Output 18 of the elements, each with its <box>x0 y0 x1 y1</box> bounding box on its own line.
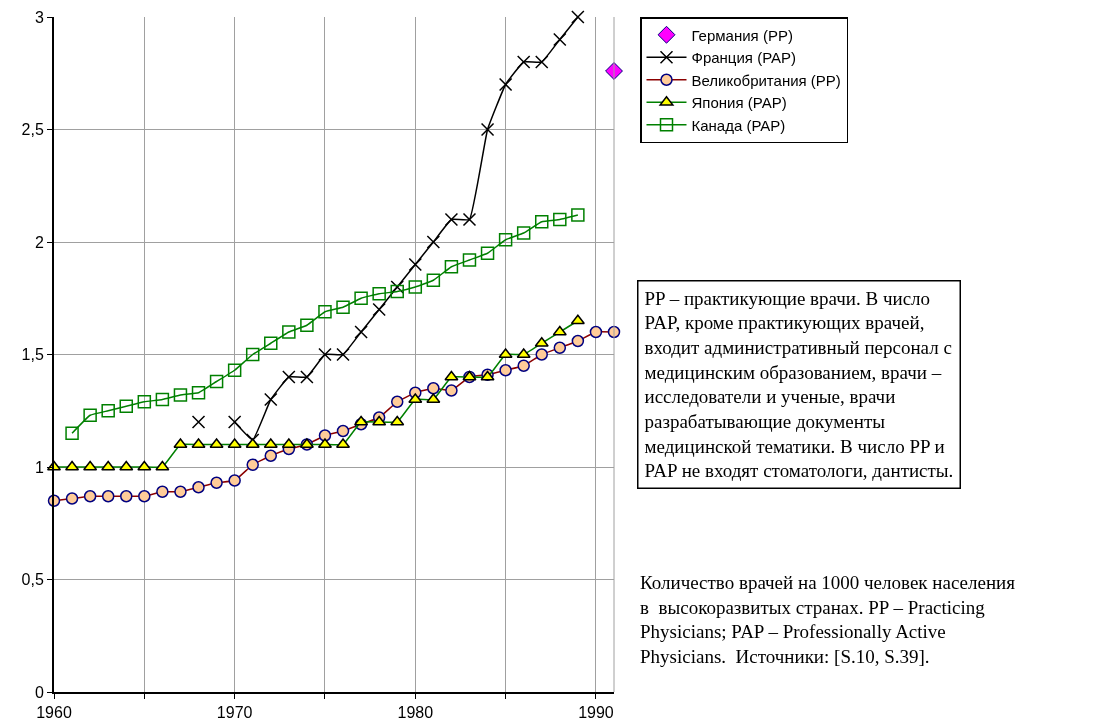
y-tick-label: 2,5 <box>21 121 44 139</box>
y-tick-label: 0 <box>34 683 44 701</box>
y-tick-label: 1,5 <box>21 346 44 364</box>
x-tick-label: 1980 <box>397 704 434 722</box>
legend-label: Германия (PP) <box>691 26 793 44</box>
legend-label: Канада (PAP) <box>691 116 786 134</box>
y-tick-label: 2 <box>34 233 44 251</box>
legend-label: Франция (PAP) <box>691 49 797 67</box>
y-tick-label: 1 <box>34 458 44 476</box>
text: Количество врачей на 1000 человек населения в высокоразвитых странах. PP – Practicing Physicians; PAP – Professionally Active Physicians. Источники: [S.10, S.39]. <box>640 572 1016 668</box>
legend-label: Япония (PAP) <box>691 94 787 112</box>
x-tick-label: 1970 <box>216 704 253 722</box>
y-tick-label: 0,5 <box>21 571 44 589</box>
text: PP – практикующие врачи. В число PAP, кроме практикующих врачей, входит административный персонал с медицинским образованием, врачи – исследователи и ученые, врачи разрабатывающие документы медицинской тематики. В число PP и PAP не входят стоматологи, дантисты. <box>644 287 954 482</box>
x-tick-label: 1960 <box>36 704 72 722</box>
y-tick-label: 3 <box>34 8 44 26</box>
x-tick-label: 1990 <box>578 704 614 722</box>
legend-label: Великобритания (PP) <box>691 71 841 89</box>
